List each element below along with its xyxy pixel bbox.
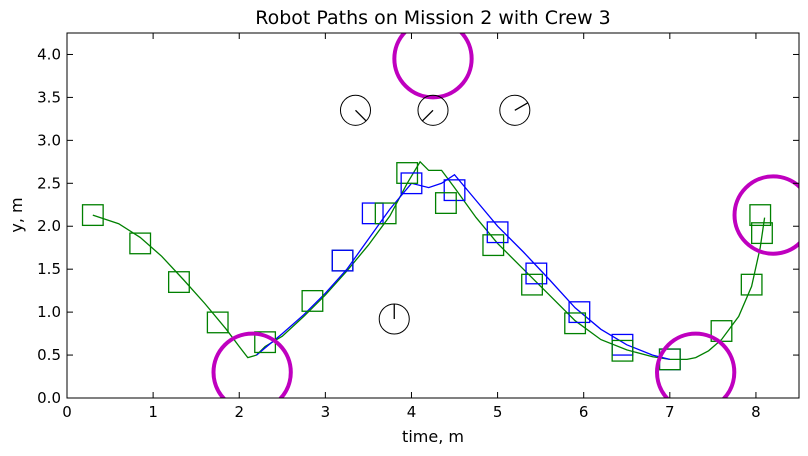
- x-axis-label: time, m: [402, 427, 464, 446]
- robot-marker-27: [749, 204, 772, 227]
- robot-marker-25: [740, 273, 763, 296]
- y-tick-label-7: 3.5: [37, 88, 61, 106]
- robot-marker-17: [521, 273, 543, 296]
- robot-marker-7: [331, 249, 354, 272]
- x-tick-label-1: 1: [148, 403, 158, 421]
- y-axis-label: y, m: [7, 197, 26, 232]
- x-tick-label-6: 6: [579, 403, 589, 421]
- robot-marker-5: [301, 289, 324, 312]
- robot-marker-15: [482, 234, 505, 257]
- robot-marker-3: [206, 311, 229, 334]
- gauge-circle-1: [417, 94, 449, 126]
- x-tick-label-3: 3: [321, 403, 331, 421]
- x-tick-label-8: 8: [751, 403, 761, 421]
- robot-marker-19: [564, 312, 587, 335]
- y-tick-label-5: 2.5: [37, 174, 61, 192]
- robot-marker-18: [568, 301, 591, 324]
- x-tick-label-2: 2: [234, 403, 244, 421]
- robot-marker-8: [361, 202, 384, 225]
- y-tick-label-0: 0.0: [37, 389, 61, 407]
- series-line-0: [92, 160, 766, 361]
- series-line-1: [256, 173, 670, 361]
- gauge-needle-1: [421, 109, 434, 122]
- obstacle-circle-0: [392, 33, 474, 100]
- y-axis: 0.0 0.5 1.0 1.5 2.0 2.5 3.0 3.5 4.0: [37, 45, 799, 407]
- y-tick-label-3: 1.5: [37, 260, 61, 278]
- obstacle-circle-2: [655, 331, 737, 398]
- robot-marker-11: [400, 172, 423, 195]
- gauge-circle-0: [339, 94, 372, 126]
- plot-frame: [66, 32, 800, 399]
- y-tick-label-4: 2.0: [37, 217, 61, 235]
- robot-marker-26: [751, 222, 773, 245]
- robot-marker-1: [129, 232, 152, 255]
- robot-marker-13: [434, 192, 457, 215]
- plot-area: [81, 33, 799, 398]
- robot-marker-21: [611, 339, 634, 362]
- y-tick-label-8: 4.0: [37, 45, 61, 63]
- x-tick-label-5: 5: [493, 403, 503, 421]
- robot-marker-2: [167, 271, 190, 294]
- robot-marker-16: [525, 262, 548, 285]
- gauge-circle-3: [378, 303, 410, 335]
- x-tick-label-4: 4: [407, 403, 417, 421]
- y-tick-label-2: 1.0: [37, 303, 61, 321]
- y-tick-label-1: 0.5: [37, 346, 61, 364]
- x-tick-label-0: 0: [62, 403, 72, 421]
- gauge-needle-0: [355, 109, 367, 122]
- obstacle-circle-3: [732, 174, 799, 256]
- gauge-needle-2: [514, 102, 529, 111]
- robot-marker-0: [81, 204, 104, 227]
- robot-marker-12: [443, 179, 466, 202]
- gauge-circle-2: [499, 94, 531, 126]
- robot-marker-14: [486, 221, 509, 244]
- y-tick-label-6: 3.0: [37, 131, 61, 149]
- chart-title: Robot Paths on Mission 2 with Crew 3: [255, 7, 610, 29]
- x-tick-label-7: 7: [665, 403, 675, 421]
- x-axis: 0 1 2 3 4 5 6 7 8: [62, 33, 761, 421]
- obstacle-circle-1: [211, 331, 293, 398]
- robot-marker-9: [374, 202, 397, 225]
